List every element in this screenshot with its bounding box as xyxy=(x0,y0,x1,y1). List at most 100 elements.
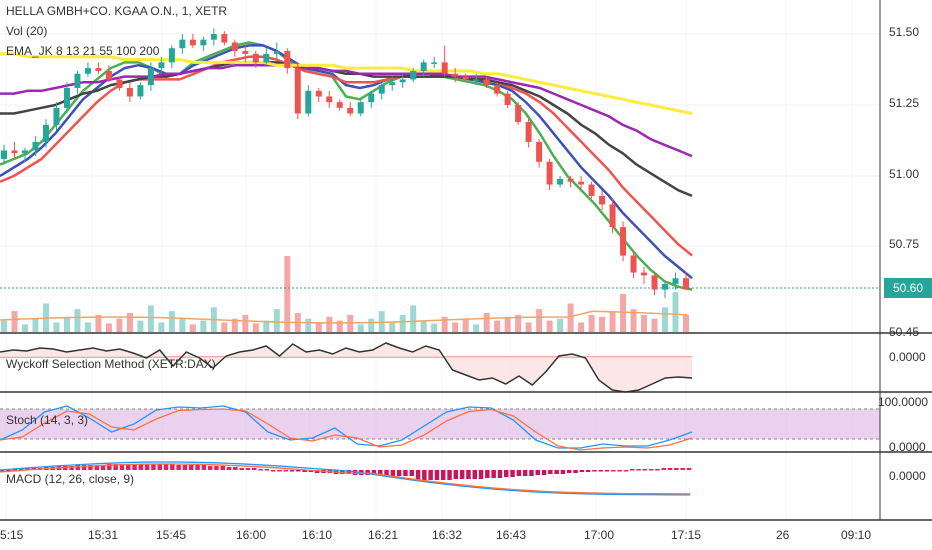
volume-bar xyxy=(672,292,679,332)
volume-bar xyxy=(84,322,91,332)
volume-bar xyxy=(399,314,406,332)
ema-legend[interactable]: EMA_JK 8 13 21 55 100 200 xyxy=(6,44,160,58)
volume-bar xyxy=(641,314,648,332)
macd-hist-bar xyxy=(18,469,24,471)
wyckoff-fill xyxy=(0,343,692,392)
macd-hist-bar xyxy=(409,470,414,476)
stoch-tick-0: 0.0000 xyxy=(889,440,926,454)
macd-hist-bar xyxy=(245,468,251,470)
candle-body xyxy=(263,53,270,63)
time-tick-5: 16:21 xyxy=(368,528,399,542)
macd-hist-bar xyxy=(428,470,433,480)
candle-body xyxy=(305,90,312,114)
time-tick-11: 09:10 xyxy=(841,528,872,542)
candle-body xyxy=(368,93,375,103)
candle-body xyxy=(588,184,595,196)
stoch-pane xyxy=(0,405,880,451)
candle-body xyxy=(410,70,417,80)
time-tick-1: 15:31 xyxy=(88,528,119,542)
macd-hist-bar xyxy=(252,468,257,470)
candle-body xyxy=(32,141,39,151)
macd-hist-bar xyxy=(69,466,74,470)
candle-body xyxy=(641,272,648,276)
macd-hist-bar xyxy=(384,470,389,476)
macd-hist-bar xyxy=(617,470,622,472)
volume-bar xyxy=(431,323,438,332)
candle-body xyxy=(179,39,186,49)
candle-body xyxy=(504,93,511,105)
volume-bar xyxy=(378,311,385,332)
volume-bar xyxy=(158,322,165,332)
volume-bar xyxy=(116,318,123,332)
volume-bar xyxy=(189,324,196,332)
macd-hist-bar xyxy=(396,470,402,476)
volume-bar xyxy=(389,322,396,332)
macd-hist-bar xyxy=(302,470,307,472)
macd-hist-bar xyxy=(207,466,213,470)
macd-legend[interactable]: MACD (12, 26, close, 9) xyxy=(6,472,135,486)
macd-hist-bar xyxy=(510,470,515,477)
macd-hist-bar xyxy=(94,465,99,470)
volume-bar xyxy=(126,313,133,332)
volume-bar xyxy=(473,324,480,332)
candle-body xyxy=(672,278,679,284)
candle-body xyxy=(452,73,459,77)
volume-bar xyxy=(410,305,417,332)
price-tick-51.50: 51.50 xyxy=(889,25,920,39)
volume-bar xyxy=(588,314,595,332)
candle-body xyxy=(200,39,207,46)
stoch-d-line xyxy=(0,408,693,451)
macd-hist-bar xyxy=(239,468,244,470)
macd-hist-bar xyxy=(485,470,490,478)
candle-body xyxy=(42,124,49,142)
macd-hist-bar xyxy=(157,464,162,470)
candle-body xyxy=(525,122,532,142)
candle-body xyxy=(473,79,480,81)
candle-body xyxy=(515,105,522,123)
candle-body xyxy=(441,62,448,74)
volume-bar xyxy=(525,322,532,332)
macd-hist-bar xyxy=(233,467,238,470)
candle-body xyxy=(389,82,396,86)
candle-body xyxy=(242,51,249,54)
macd-hist-bar xyxy=(504,470,509,477)
macd-hist-bar xyxy=(289,470,295,472)
vol-legend[interactable]: Vol (20) xyxy=(6,24,48,38)
macd-hist-bar xyxy=(434,470,440,480)
volume-bar xyxy=(179,317,186,332)
volume-bar xyxy=(200,320,207,332)
candle-body xyxy=(347,107,354,114)
candle-body xyxy=(536,141,543,162)
macd-line xyxy=(0,461,691,496)
volume-bar xyxy=(651,318,658,332)
volume-bar xyxy=(609,311,616,332)
macd-hist-bar xyxy=(441,470,446,480)
macd-hist-bar xyxy=(491,470,496,478)
macd-hist-bar xyxy=(516,470,522,476)
volume-bar xyxy=(567,303,574,332)
macd-hist-bar xyxy=(579,470,585,472)
time-tick-0: 5:15 xyxy=(0,528,24,542)
macd-hist-bar xyxy=(541,470,547,475)
macd-hist-bar xyxy=(447,470,452,480)
price-tick-51.00: 51.00 xyxy=(889,167,920,181)
candle-body xyxy=(95,68,102,71)
macd-hist-bar xyxy=(75,465,81,470)
candle-body xyxy=(546,161,553,185)
volume-bar xyxy=(11,311,18,332)
ema-line-3 xyxy=(0,61,693,198)
macd-hist-bar xyxy=(642,469,648,471)
volume-bar xyxy=(147,305,154,332)
candle-body xyxy=(252,53,259,63)
macd-hist-bar xyxy=(126,464,131,470)
macd-hist-bar xyxy=(548,470,553,474)
wyckoff-legend[interactable]: Wyckoff Selection Method (XETR:DAX) xyxy=(6,357,216,371)
volume-bar xyxy=(63,316,70,332)
candle-body xyxy=(11,150,18,154)
ema-line-0 xyxy=(0,41,693,291)
macd-hist-bar xyxy=(636,469,641,471)
candle-body xyxy=(284,51,291,69)
stoch-legend[interactable]: Stoch (14, 3, 3) xyxy=(6,413,89,427)
macd-hist-bar xyxy=(535,470,540,475)
